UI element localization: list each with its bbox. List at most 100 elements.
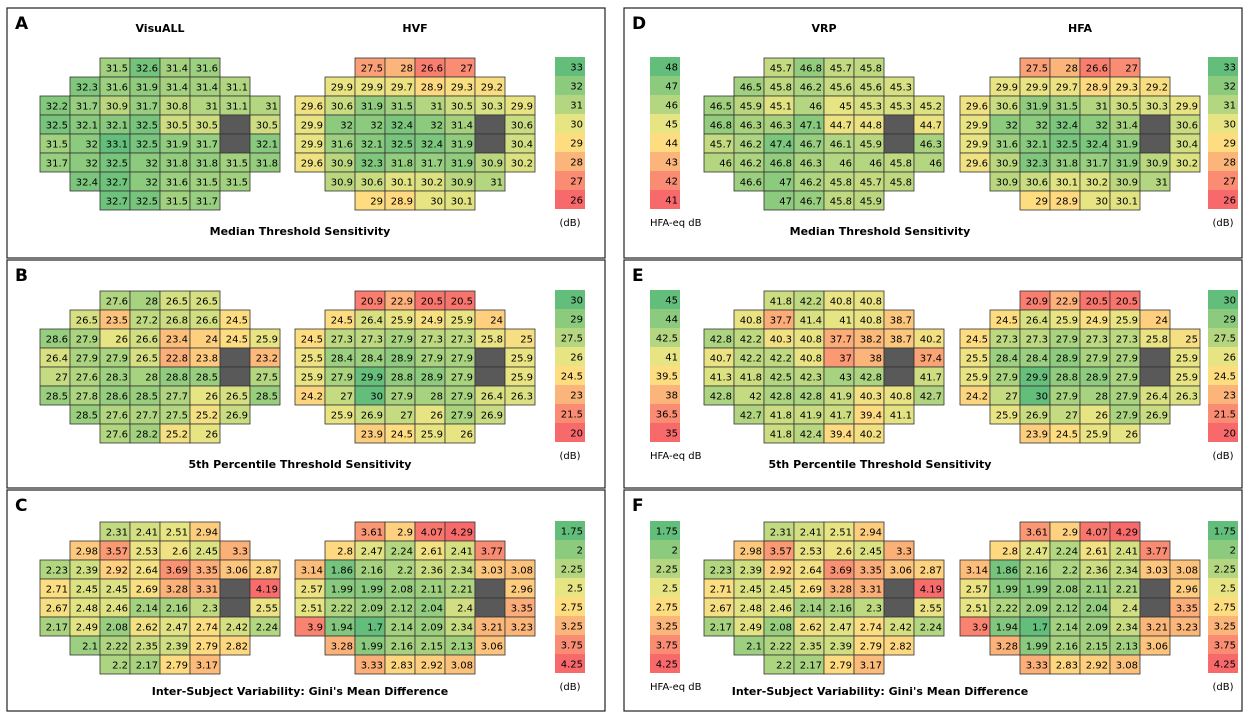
cell [189, 190, 221, 211]
legend-swatch [1208, 635, 1238, 654]
cell-value: 29.9 [1176, 102, 1198, 113]
cell-value: 2.48 [740, 604, 762, 615]
cell-value: 40.8 [890, 392, 912, 403]
cell [189, 654, 221, 675]
cell-value: 30.6 [331, 102, 353, 113]
cell-value: 45.1 [770, 102, 792, 113]
cell-value: 27.9 [451, 411, 473, 422]
cell-value: 3.69 [830, 566, 852, 577]
blind-spot [1139, 366, 1171, 387]
cell-value: 31.8 [391, 159, 413, 170]
legend-value: 21.5 [561, 410, 583, 421]
cell-value: 28.9 [1056, 197, 1078, 208]
legend-swatch [1208, 521, 1238, 540]
cell-value: 29.6 [966, 102, 988, 113]
cell-value: 3.21 [481, 623, 503, 634]
cell-value: 2.21 [451, 585, 473, 596]
cell-value: 30.1 [451, 197, 473, 208]
cell-value: 46.3 [920, 140, 942, 151]
legend-swatch [555, 190, 585, 209]
cell-value: 2.55 [256, 604, 278, 615]
cell-value: 2.09 [1086, 623, 1108, 634]
legend-value: 30 [1223, 296, 1236, 307]
cell-value: 40.8 [860, 297, 882, 308]
legend-swatch [1208, 190, 1238, 209]
legend-swatch [650, 559, 680, 578]
cell-value: 2.24 [391, 547, 413, 558]
cell-value: 27.3 [1116, 335, 1138, 346]
cell-value: 3.33 [361, 661, 383, 672]
cell-value: 22.8 [166, 354, 188, 365]
cell-value: 3.06 [1146, 642, 1168, 653]
cell [883, 404, 915, 425]
cell-value: 23.4 [166, 335, 188, 346]
cell-value: 29.6 [966, 159, 988, 170]
cell-value: 2.16 [830, 604, 852, 615]
legend-value: 23 [1223, 391, 1236, 402]
legend-value: 42.5 [656, 334, 678, 345]
cell-value: 31 [1155, 178, 1168, 189]
cell-value: 40.8 [800, 335, 822, 346]
cell-value: 25.9 [1176, 354, 1198, 365]
blind-spot [219, 347, 251, 368]
cell-value: 29 [1035, 197, 1048, 208]
cell-value: 45.3 [860, 102, 882, 113]
legend-value: 29 [570, 315, 583, 326]
legend-swatch [650, 635, 680, 654]
cell-value: 24 [490, 316, 503, 327]
legend-value: 3.25 [561, 622, 583, 633]
cell-value: 20.5 [421, 297, 443, 308]
cell-value: 25.9 [421, 430, 443, 441]
cell-value: 31.6 [331, 140, 353, 151]
cell-value: 2.83 [391, 661, 413, 672]
cell-value: 46 [719, 159, 732, 170]
cell-value: 32.5 [136, 121, 158, 132]
cell-value: 37.7 [770, 316, 792, 327]
cell-value: 32 [370, 121, 383, 132]
cell-value: 32 [1095, 121, 1108, 132]
cell-value: 30.9 [1116, 178, 1138, 189]
cell-value: 42.8 [800, 392, 822, 403]
legend-swatch [650, 423, 680, 442]
cell-value: 2.21 [1116, 585, 1138, 596]
cell-value: 2.74 [196, 623, 218, 634]
blind-spot [474, 133, 506, 154]
legend-swatch [555, 597, 585, 616]
cell-value: 31.4 [1116, 121, 1138, 132]
cell-value: 32 [85, 159, 98, 170]
cell-value: 2.35 [136, 642, 158, 653]
cell-value: 27.3 [451, 335, 473, 346]
cell-value: 2.09 [421, 623, 443, 634]
cell-value: 29.9 [1026, 373, 1048, 384]
cell-value: 41.8 [770, 297, 792, 308]
cell-value: 26.6 [196, 316, 218, 327]
cell-value: 27.5 [1026, 64, 1048, 75]
legend-value: 30 [1223, 120, 1236, 131]
grid-header: VisuALL [135, 22, 184, 35]
legend-value: 3.25 [1214, 622, 1236, 633]
cell-value: 31.7 [196, 197, 218, 208]
panel-label: E [632, 266, 644, 286]
cell [444, 654, 476, 675]
cell-value: 27.9 [391, 392, 413, 403]
cell-value: 31.9 [1116, 140, 1138, 151]
cell-value: 27.9 [451, 392, 473, 403]
cell-value: 2.45 [196, 547, 218, 558]
cell-value: 30.3 [481, 102, 503, 113]
legend-value: 23 [570, 391, 583, 402]
cell-value: 46.2 [740, 140, 762, 151]
legend-value: 29 [570, 139, 583, 150]
cell-value: 32.5 [46, 121, 68, 132]
cell-value: 3.08 [451, 661, 473, 672]
cell-value: 28.2 [136, 430, 158, 441]
cell-value: 28.8 [391, 373, 413, 384]
legend-value: 48 [665, 63, 678, 74]
cell-value: 31.7 [76, 102, 98, 113]
cell-value: 1.7 [1032, 623, 1048, 634]
cell-value: 26 [1095, 411, 1108, 422]
cell-value: 27.5 [361, 64, 383, 75]
cell-value: 27 [340, 392, 353, 403]
blind-spot [474, 347, 506, 368]
legend-value: 36.5 [656, 410, 678, 421]
